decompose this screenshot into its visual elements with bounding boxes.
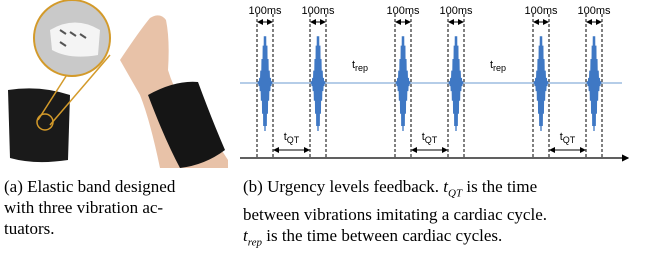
window-label: 100ms — [301, 5, 335, 17]
label-sub: rep — [355, 63, 368, 73]
vibration-burst — [311, 36, 325, 131]
caption-text: is the time — [466, 177, 537, 196]
window-label: 100ms — [248, 5, 282, 17]
caption-line: trep is the time between cardiac cycles. — [243, 225, 547, 253]
caption-line: tuators. — [4, 218, 175, 239]
diagram: 100ms 100ms 100ms 100ms 100ms 100ms trep trep tQ… — [240, 5, 628, 158]
label-sub: QT — [563, 135, 576, 145]
figure: 100ms 100ms 100ms 100ms 100ms 100ms trep trep tQ… — [0, 0, 648, 172]
window-label: 100ms — [386, 5, 420, 17]
page: 100ms 100ms 100ms 100ms 100ms 100ms trep trep tQ… — [0, 0, 648, 248]
interval-label: tQT — [284, 131, 300, 145]
interval-label: trep — [490, 59, 506, 73]
caption-text: is the time between cardiac cycles. — [266, 226, 502, 245]
interval-label: tQT — [560, 131, 576, 145]
caption-b: (b) Urgency levels feedback. tQT is the … — [243, 176, 547, 254]
caption-a: (a) Elastic band designed with three vib… — [4, 176, 175, 239]
caption-line: with three vibration ac- — [4, 197, 175, 218]
vibration-burst — [587, 36, 601, 131]
caption-line: between vibrations imitating a cardiac c… — [243, 204, 547, 225]
caption-text: (b) Urgency levels feedback. — [243, 177, 439, 196]
interval-label: trep — [352, 59, 368, 73]
caption-line: (b) Urgency levels feedback. tQT is the … — [243, 176, 547, 204]
label-sub: rep — [493, 63, 506, 73]
math-sub: QT — [448, 187, 462, 199]
math-sub: rep — [248, 237, 262, 249]
photo — [0, 0, 228, 168]
label-sub: QT — [287, 135, 300, 145]
window-label: 100ms — [577, 5, 611, 17]
vibration-burst — [396, 36, 410, 131]
vibration-burst — [258, 36, 272, 131]
window-label: 100ms — [524, 5, 558, 17]
label-sub: QT — [425, 135, 438, 145]
caption-line: (a) Elastic band designed — [4, 176, 175, 197]
vibration-burst — [534, 36, 548, 131]
interval-label: tQT — [422, 131, 438, 145]
window-label: 100ms — [439, 5, 473, 17]
vibration-burst — [449, 36, 463, 131]
